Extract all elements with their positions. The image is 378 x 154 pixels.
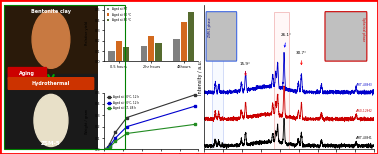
Aged at RT, 48 h [192,124,197,125]
Aged at 80°C, 12 h [192,94,197,96]
Aged at 60°C, 12 h [124,126,129,128]
Y-axis label: Weight / gram: Weight / gram [85,108,90,134]
Bar [4,5,98,74]
Bar [4,74,98,87]
Bar [141,46,147,61]
FancyBboxPatch shape [325,12,367,61]
Line: Aged at RT, 48 h: Aged at RT, 48 h [105,123,196,150]
Aged at RT, 48 h [105,148,110,150]
FancyBboxPatch shape [206,12,237,61]
Text: $A_{RT,48}H_3$: $A_{RT,48}H_3$ [355,81,372,89]
Bar [188,12,194,61]
Text: 26.1°: 26.1° [281,33,292,47]
Aged at 80°C, 12 h [113,131,118,133]
Aged at RT, 48 h [107,146,112,148]
Circle shape [32,10,70,68]
Legend: Aged at 80°C, 12 h, Aged at 60°C, 12 h, Aged at RT, 48 h: Aged at 80°C, 12 h, Aged at 60°C, 12 h, … [105,94,140,111]
Text: ZSM-5 phase: ZSM-5 phase [208,17,212,37]
Bar [4,87,98,149]
Aged at 80°C, 12 h [107,143,112,145]
Y-axis label: Relative yield: Relative yield [85,21,90,45]
FancyBboxPatch shape [8,77,94,90]
Text: ZSM-5: ZSM-5 [41,142,61,146]
FancyBboxPatch shape [8,67,47,80]
Text: 30.7°: 30.7° [296,51,307,65]
Aged at 60°C, 12 h [107,145,112,147]
Bar [123,47,129,61]
Aged at RT, 48 h [113,140,118,142]
Aged at 60°C, 12 h [113,137,118,139]
Text: Hydrothermal: Hydrothermal [32,81,70,86]
Text: Bentonite clay: Bentonite clay [31,9,71,14]
Aged at 60°C, 12 h [105,147,110,149]
Bar [116,41,122,61]
Bar [155,43,162,61]
Bar [274,12,289,149]
Text: Spherical phase: Spherical phase [361,17,365,42]
Aged at 60°C, 12 h [104,148,108,150]
Line: Aged at 60°C, 12 h: Aged at 60°C, 12 h [105,105,196,150]
Legend: Aged at RT, Aged at 60 °C, Aged at 80 °C: Aged at RT, Aged at 60 °C, Aged at 80 °C [105,6,132,23]
Text: $A_{RT,48}H_1$: $A_{RT,48}H_1$ [355,135,372,142]
Y-axis label: Intensity / a.u.: Intensity / a.u. [198,59,203,95]
Aged at 80°C, 12 h [105,146,110,148]
Aged at 80°C, 12 h [124,117,129,119]
Circle shape [34,94,68,146]
Aged at 60°C, 12 h [192,105,197,107]
Bar [174,39,180,61]
Bar [108,51,115,61]
Line: Aged at 80°C, 12 h: Aged at 80°C, 12 h [105,94,196,150]
Text: $A_{60,12}H_2$: $A_{60,12}H_2$ [355,108,372,116]
Text: Aging: Aging [19,71,35,76]
Aged at 80°C, 12 h [104,148,108,150]
Bar [181,22,187,61]
Aged at RT, 48 h [104,148,108,150]
Bar [148,36,155,61]
Aged at RT, 48 h [124,133,129,134]
Text: 15.9°: 15.9° [240,62,251,75]
Bar [212,12,223,149]
